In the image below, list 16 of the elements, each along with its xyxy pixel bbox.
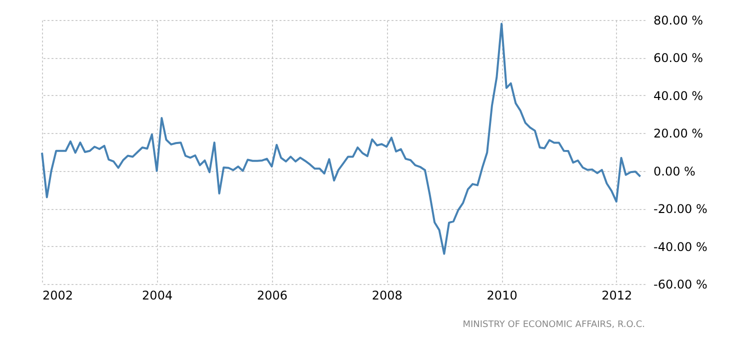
x-tick-label: 2010 [486, 288, 518, 302]
text: MINISTRY OF ECONOMIC AFFAIRS, R.O.C. [462, 320, 645, 330]
y-tick-label: -60.00 % [654, 278, 708, 292]
y-tick-label: 0.00 % [654, 164, 696, 178]
line-series [41, 22, 642, 255]
y-tick-label: -40.00 % [654, 240, 708, 254]
y-tick-label: 40.00 % [654, 88, 704, 103]
y-tick-label: 80.00 % [654, 14, 704, 28]
y-tick-label: 60.00 % [654, 51, 704, 66]
x-tick-label: 2004 [142, 288, 173, 302]
x-tick-label: 2008 [372, 288, 402, 302]
y-tick-label: -20.00 % [654, 202, 708, 216]
x-tick-label: 2012 [602, 288, 632, 302]
y-tick-label: 20.00 % [654, 126, 704, 141]
x-tick-label: 2006 [257, 288, 288, 302]
x-tick-label: 2002 [42, 288, 74, 302]
